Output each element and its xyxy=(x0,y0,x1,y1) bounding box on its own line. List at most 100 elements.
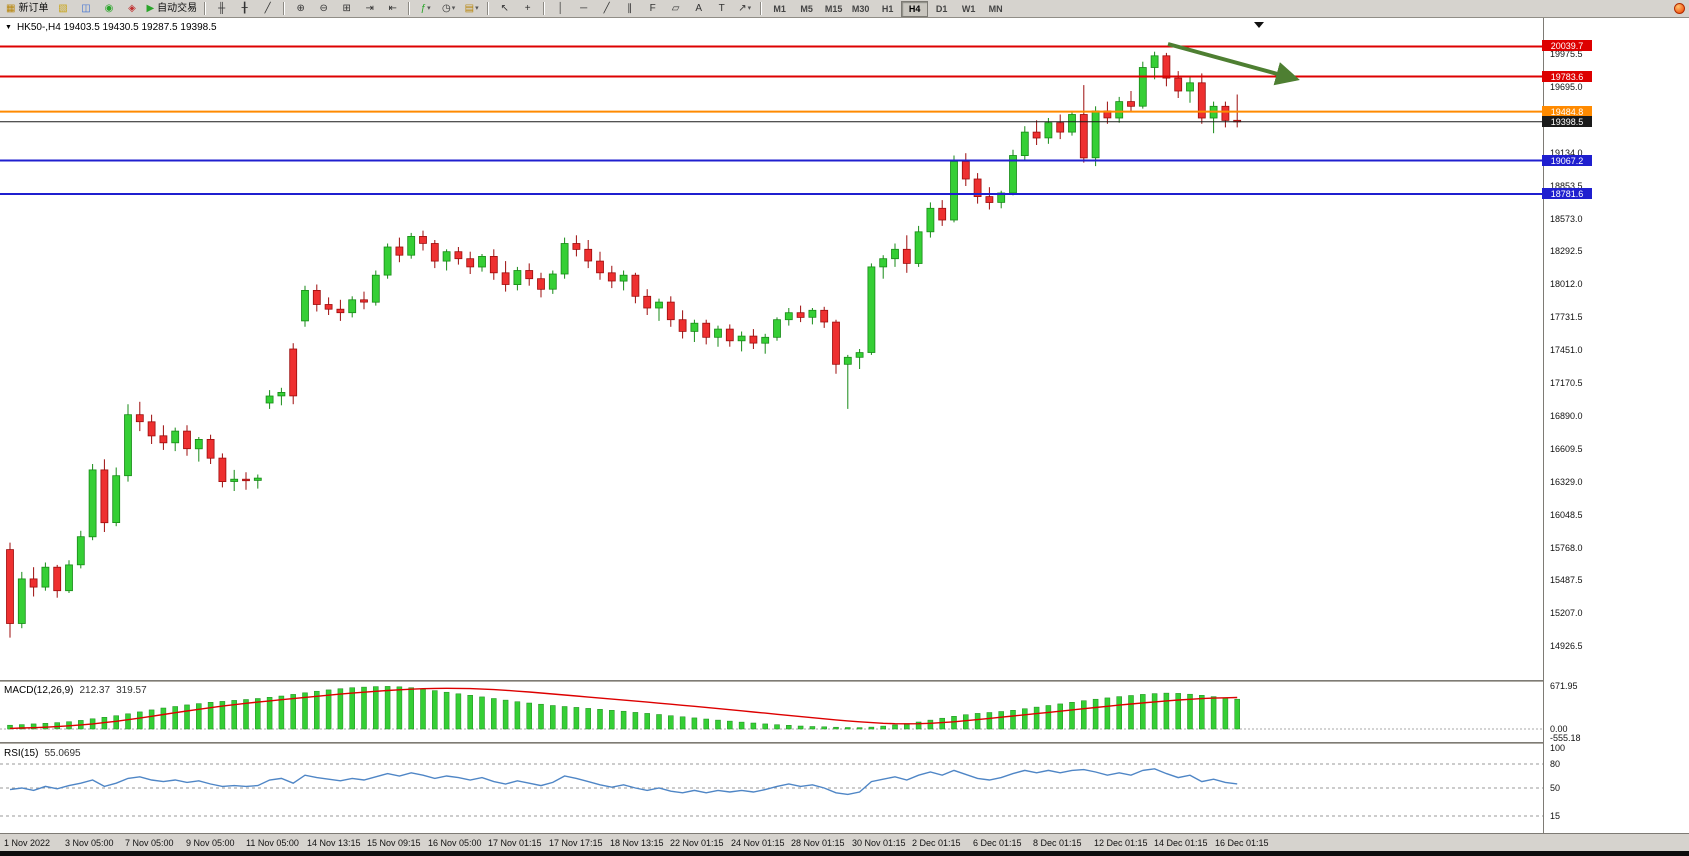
panel-divider[interactable] xyxy=(0,742,1689,744)
shapes-button[interactable]: ▱ xyxy=(664,0,687,17)
text-label-button[interactable]: T xyxy=(710,0,733,17)
crosshair-icon: + xyxy=(524,2,531,14)
price-tick-label: 15768.0 xyxy=(1550,543,1583,553)
horizontal-line-button[interactable]: ─ xyxy=(572,0,595,17)
price-tick-label: 17731.5 xyxy=(1550,312,1583,322)
rsi-axis-label: 15 xyxy=(1550,811,1561,821)
time-axis-label: 7 Nov 05:00 xyxy=(125,838,174,848)
price-tick-label: 16609.5 xyxy=(1550,444,1583,454)
macd-name: MACD(12,26,9) xyxy=(4,685,74,696)
chevron-down-icon: ▾ xyxy=(747,5,752,12)
data-window-button[interactable]: ◈ xyxy=(120,0,143,17)
timeframe-m15[interactable]: M15 xyxy=(824,3,843,14)
time-axis-label: 14 Nov 13:15 xyxy=(307,838,361,848)
timeframe-d1[interactable]: D1 xyxy=(935,3,948,14)
vertical-line-button[interactable]: │ xyxy=(549,0,572,17)
price-tick-label: 19695.0 xyxy=(1550,82,1583,92)
trendline-button[interactable]: ╱ xyxy=(595,0,618,17)
collapse-triangle-icon[interactable]: ▼ xyxy=(5,24,12,31)
arrows-icon: ↗ xyxy=(738,2,747,14)
toolbar-separator xyxy=(204,2,207,15)
toolbar-separator xyxy=(543,2,546,15)
new-order-button[interactable]: ▦ 新订单 xyxy=(3,0,51,17)
timeframe-m30[interactable]: M30 xyxy=(851,3,870,14)
candlestick-chart-button[interactable]: ╂ xyxy=(233,0,256,17)
timeframe-mn[interactable]: MN xyxy=(988,3,1003,14)
horizontal-line-icon: ─ xyxy=(580,2,588,14)
macd-chart[interactable] xyxy=(0,683,1543,742)
time-axis-label: 14 Dec 01:15 xyxy=(1154,838,1208,848)
text-label-icon: T xyxy=(718,2,725,14)
fibonacci-button[interactable]: F xyxy=(641,0,664,17)
indicators-icon: ƒ xyxy=(420,2,427,14)
rsi-name: RSI(15) xyxy=(4,748,39,759)
zoom-in-button[interactable]: ⊕ xyxy=(289,0,312,17)
text-button[interactable]: A xyxy=(687,0,710,17)
indicators-button[interactable]: ƒ ▾ xyxy=(414,0,437,17)
chevron-down-icon: ▾ xyxy=(475,5,479,12)
timeframe-h4[interactable]: H4 xyxy=(901,0,929,17)
candlestick-chart-icon: ╂ xyxy=(241,2,248,14)
fibonacci-icon: F xyxy=(649,2,656,14)
charts-button[interactable]: ▧ xyxy=(51,0,74,17)
price-tick-label: 18573.0 xyxy=(1550,214,1583,224)
price-tick-label: 15207.0 xyxy=(1550,608,1583,618)
panel-divider[interactable] xyxy=(0,680,1689,682)
timeframe-m1[interactable]: M1 xyxy=(773,3,786,14)
rsi-panel[interactable]: RSI(15) 55.0695 xyxy=(0,746,1543,833)
price-level-lines[interactable] xyxy=(0,45,1543,195)
time-axis-label: 15 Nov 09:15 xyxy=(367,838,421,848)
time-axis-label: 8 Dec 01:15 xyxy=(1033,838,1082,848)
price-tick-label: 16329.0 xyxy=(1550,477,1583,487)
time-axis-label: 1 Nov 2022 xyxy=(4,838,51,848)
price-tick-label: 17170.5 xyxy=(1550,378,1583,388)
price-level-label: 18781.6 xyxy=(1542,188,1592,199)
candlestick-chart[interactable] xyxy=(0,18,1543,680)
price-level-label: 19398.5 xyxy=(1542,116,1592,127)
market-watch-button[interactable]: ◉ xyxy=(97,0,120,17)
timeframe-m5[interactable]: M5 xyxy=(800,3,813,14)
timeframe-w1[interactable]: W1 xyxy=(961,3,976,14)
rsi-label: RSI(15) 55.0695 xyxy=(4,748,81,759)
price-level-label: 19484.8 xyxy=(1542,106,1592,117)
time-axis-label: 30 Nov 01:15 xyxy=(852,838,906,848)
price-axis[interactable]: 19975.519695.019414.519134.018853.518573… xyxy=(1542,18,1689,833)
line-chart-button[interactable]: ╱ xyxy=(256,0,279,17)
templates-button[interactable]: ▤ ▾ xyxy=(460,0,483,17)
vertical-line-icon: │ xyxy=(557,2,564,14)
price-tick-label: 14926.5 xyxy=(1550,641,1583,651)
candlesticks xyxy=(6,51,1242,638)
line-chart-icon: ╱ xyxy=(264,2,271,14)
macd-panel[interactable]: MACD(12,26,9) 212.37 319.57 xyxy=(0,683,1543,742)
price-tick-label: 17451.0 xyxy=(1550,345,1583,355)
equidistant-channel-button[interactable]: ∥ xyxy=(618,0,641,17)
tile-windows-button[interactable]: ⊞ xyxy=(335,0,358,17)
auto-scroll-button[interactable]: ⇥ xyxy=(358,0,381,17)
time-axis[interactable]: 1 Nov 2022 3 Nov 05:00 7 Nov 05:00 9 Nov 05… xyxy=(0,833,1689,851)
profiles-button[interactable]: ◫ xyxy=(74,0,97,17)
time-axis-label: 12 Dec 01:15 xyxy=(1094,838,1148,848)
chevron-down-icon: ▾ xyxy=(451,5,456,12)
rsi-chart[interactable] xyxy=(0,746,1543,833)
trend-arrow-annotation[interactable] xyxy=(1167,42,1300,86)
arrows-button[interactable]: ↗ ▾ xyxy=(733,0,756,17)
price-tick-label: 18853.5 xyxy=(1550,181,1583,191)
cursor-button[interactable]: ↖ xyxy=(493,0,516,17)
time-axis-label: 11 Nov 05:00 xyxy=(246,838,299,848)
notification-badge[interactable] xyxy=(1674,3,1685,14)
equidistant-channel-icon: ∥ xyxy=(627,2,633,14)
periods-button[interactable]: ◷ ▾ xyxy=(437,0,460,17)
toolbar-separator xyxy=(283,2,286,15)
macd-axis-label: 671.95 xyxy=(1550,681,1578,691)
price-level-label: 20039.7 xyxy=(1542,40,1592,51)
time-axis-label: 17 Nov 01:15 xyxy=(488,838,542,848)
autotrade-button[interactable]: ▶ 自动交易 xyxy=(143,0,200,17)
chart-shift-button[interactable]: ⇤ xyxy=(381,0,404,17)
time-axis-label: 9 Nov 05:00 xyxy=(186,838,235,848)
auto-scroll-icon: ⇥ xyxy=(365,2,374,14)
crosshair-button[interactable]: + xyxy=(516,0,539,17)
zoom-out-button[interactable]: ⊖ xyxy=(312,0,335,17)
bar-chart-button[interactable]: ╫ xyxy=(210,0,233,17)
timeframe-h1[interactable]: H1 xyxy=(881,3,894,14)
periods-icon: ◷ xyxy=(442,2,451,14)
